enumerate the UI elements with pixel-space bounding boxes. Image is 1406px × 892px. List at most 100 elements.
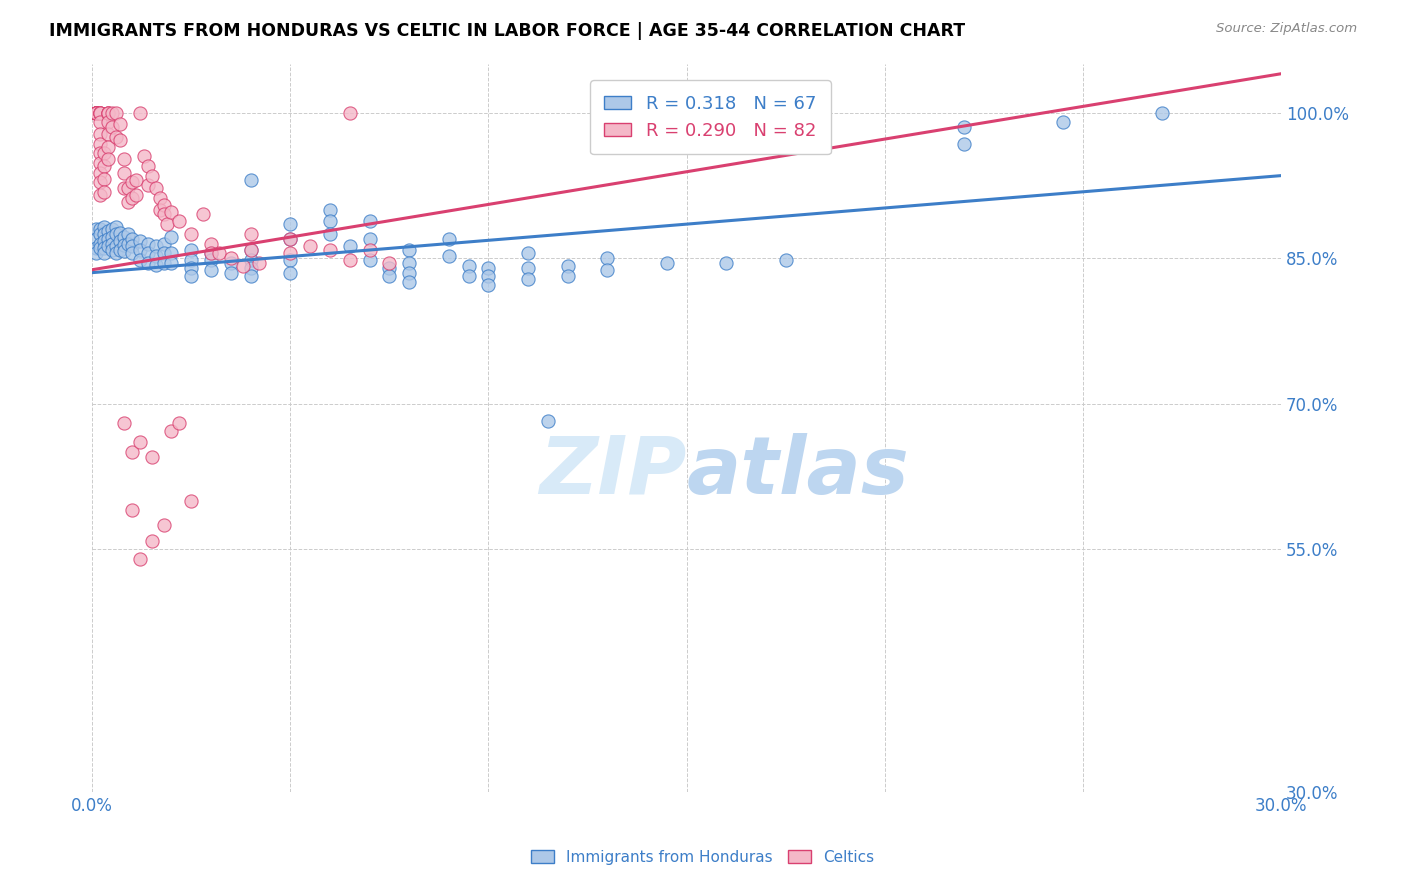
Point [169, 214, 191, 228]
Point [200, 246, 222, 260]
Point [132, 149, 155, 163]
Point [557, 268, 579, 283]
Point [200, 236, 222, 251]
Point [180, 493, 202, 508]
Point [136, 256, 159, 270]
Text: atlas: atlas [686, 433, 910, 510]
Point [299, 239, 322, 253]
Point [108, 117, 131, 131]
Point [457, 259, 479, 273]
Point [93, 227, 115, 241]
Point [108, 226, 131, 240]
Point [319, 227, 342, 241]
Point [200, 246, 222, 260]
Point [97, 115, 120, 129]
Point [145, 239, 167, 253]
Point [104, 220, 127, 235]
Point [156, 217, 179, 231]
Point [112, 237, 135, 252]
Point [398, 276, 420, 290]
Point [191, 207, 214, 221]
Point [239, 173, 262, 187]
Point [136, 178, 159, 193]
Point [239, 227, 262, 241]
Text: Source: ZipAtlas.com: Source: ZipAtlas.com [1216, 22, 1357, 36]
Point [84, 105, 107, 120]
Point [145, 181, 167, 195]
Point [104, 246, 127, 260]
Point [89, 188, 111, 202]
Point [125, 188, 148, 202]
Legend: Immigrants from Honduras, Celtics: Immigrants from Honduras, Celtics [526, 844, 880, 871]
Point [108, 244, 131, 258]
Point [89, 136, 111, 151]
Point [128, 244, 150, 258]
Point [398, 266, 420, 280]
Point [89, 176, 111, 190]
Point [239, 244, 262, 258]
Point [121, 445, 143, 459]
Point [93, 234, 115, 248]
Point [219, 251, 242, 265]
Point [714, 256, 737, 270]
Point [152, 246, 174, 260]
Point [89, 105, 111, 120]
Point [953, 136, 976, 151]
Point [121, 503, 143, 517]
Point [121, 246, 143, 260]
Point [128, 105, 150, 120]
Point [141, 534, 163, 549]
Legend: R = 0.318   N = 67, R = 0.290   N = 82: R = 0.318 N = 67, R = 0.290 N = 82 [591, 80, 831, 154]
Point [136, 246, 159, 260]
Point [160, 229, 183, 244]
Point [239, 268, 262, 283]
Point [148, 191, 170, 205]
Point [108, 133, 131, 147]
Point [108, 234, 131, 248]
Point [160, 256, 183, 270]
Point [104, 129, 127, 144]
Point [117, 194, 139, 209]
Point [180, 227, 202, 241]
Point [93, 159, 115, 173]
Point [89, 222, 111, 236]
Point [89, 105, 111, 120]
Point [128, 234, 150, 248]
Point [89, 105, 111, 120]
Point [517, 272, 540, 286]
Point [398, 256, 420, 270]
Point [596, 251, 619, 265]
Point [339, 239, 361, 253]
Point [398, 244, 420, 258]
Point [104, 239, 127, 253]
Point [97, 239, 120, 253]
Point [477, 268, 499, 283]
Point [152, 236, 174, 251]
Point [239, 253, 262, 268]
Point [152, 256, 174, 270]
Point [89, 166, 111, 180]
Point [84, 105, 107, 120]
Point [145, 249, 167, 263]
Point [97, 232, 120, 246]
Point [93, 241, 115, 255]
Point [180, 260, 202, 275]
Point [200, 262, 222, 277]
Point [437, 249, 460, 263]
Point [278, 217, 301, 231]
Point [232, 259, 254, 273]
Point [200, 253, 222, 268]
Point [378, 260, 401, 275]
Point [93, 246, 115, 260]
Point [84, 105, 107, 120]
Point [219, 266, 242, 280]
Point [89, 105, 111, 120]
Point [160, 204, 183, 219]
Point [84, 105, 107, 120]
Point [84, 105, 107, 120]
Point [128, 253, 150, 268]
Point [93, 171, 115, 186]
Point [89, 241, 111, 255]
Point [97, 152, 120, 166]
Point [145, 258, 167, 272]
